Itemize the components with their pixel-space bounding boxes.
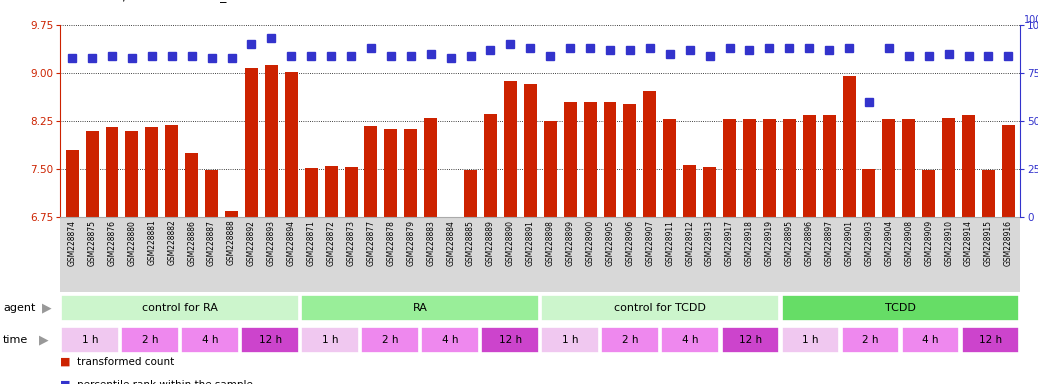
Text: GDS2965 / Dr.24937.1.S1_at: GDS2965 / Dr.24937.1.S1_at (60, 0, 239, 2)
Bar (782, 295, 1019, 321)
Text: 4 h: 4 h (922, 335, 938, 345)
Text: ▶: ▶ (39, 334, 49, 346)
Bar (482, 327, 539, 353)
Text: 1 h: 1 h (802, 335, 819, 345)
Bar (524, 84, 537, 217)
Text: 1 h: 1 h (82, 335, 99, 345)
Text: control for TCDD: control for TCDD (614, 303, 706, 313)
Bar (603, 102, 617, 217)
Bar (345, 167, 357, 217)
Bar (425, 118, 437, 217)
Text: 12 h: 12 h (258, 335, 281, 345)
Text: 12 h: 12 h (979, 335, 1002, 345)
Text: agent: agent (3, 303, 35, 313)
Bar (863, 169, 875, 217)
Bar (464, 170, 477, 217)
Bar (583, 102, 597, 217)
Text: percentile rank within the sample: percentile rank within the sample (77, 380, 252, 384)
Bar (624, 104, 636, 217)
Bar (265, 65, 278, 217)
Text: 2 h: 2 h (142, 335, 159, 345)
Bar (185, 153, 198, 217)
Bar (61, 295, 299, 321)
Bar (182, 327, 239, 353)
Text: transformed count: transformed count (77, 357, 174, 367)
Text: 4 h: 4 h (202, 335, 218, 345)
Bar (961, 327, 1019, 353)
Bar (284, 72, 298, 217)
Bar (843, 76, 855, 217)
Bar (743, 119, 756, 217)
Text: ■: ■ (60, 379, 71, 384)
Bar (783, 119, 796, 217)
Bar (982, 170, 995, 217)
Bar (544, 121, 556, 217)
Bar (542, 327, 599, 353)
Bar (661, 327, 719, 353)
Bar (601, 327, 659, 353)
Bar (882, 119, 896, 217)
Bar (145, 127, 159, 217)
Bar (301, 295, 539, 321)
Bar (325, 166, 337, 217)
Text: ■: ■ (60, 356, 71, 366)
Bar (542, 295, 780, 321)
Bar (121, 327, 179, 353)
Bar (763, 119, 775, 217)
Bar (703, 167, 716, 217)
Bar (922, 170, 935, 217)
Bar (421, 327, 480, 353)
Bar (301, 327, 359, 353)
Bar (106, 127, 118, 217)
Text: 1 h: 1 h (322, 335, 338, 345)
Text: 2 h: 2 h (382, 335, 399, 345)
Bar (364, 126, 378, 217)
Text: control for RA: control for RA (142, 303, 218, 313)
Bar (65, 150, 79, 217)
Bar (245, 68, 257, 217)
Bar (165, 126, 179, 217)
Bar (663, 119, 676, 217)
Bar (85, 131, 99, 217)
Bar (225, 210, 238, 217)
Bar (962, 114, 975, 217)
Text: 4 h: 4 h (682, 335, 699, 345)
Text: 2 h: 2 h (622, 335, 638, 345)
Text: 100%: 100% (1023, 15, 1038, 25)
Text: 4 h: 4 h (442, 335, 459, 345)
Bar (305, 168, 318, 217)
Bar (782, 327, 839, 353)
Bar (126, 131, 138, 217)
Bar (902, 327, 959, 353)
Bar (943, 118, 955, 217)
Bar (644, 91, 656, 217)
Bar (444, 217, 457, 223)
Bar (721, 327, 780, 353)
Text: RA: RA (413, 303, 428, 313)
Text: 2 h: 2 h (863, 335, 878, 345)
Bar (206, 170, 218, 217)
Bar (902, 119, 916, 217)
Text: 12 h: 12 h (498, 335, 522, 345)
Text: 1 h: 1 h (562, 335, 578, 345)
Bar (384, 129, 398, 217)
Bar (564, 102, 577, 217)
Text: TCDD: TCDD (885, 303, 916, 313)
Bar (802, 114, 816, 217)
Bar (61, 327, 119, 353)
Bar (242, 327, 299, 353)
Bar (842, 327, 899, 353)
Text: 12 h: 12 h (739, 335, 762, 345)
Bar (723, 119, 736, 217)
Text: time: time (3, 335, 28, 345)
Bar (484, 114, 497, 217)
Bar (1002, 126, 1015, 217)
Bar (405, 129, 417, 217)
Bar (823, 114, 836, 217)
Bar (683, 165, 696, 217)
Text: ▶: ▶ (42, 302, 51, 314)
Bar (503, 81, 517, 217)
Bar (361, 327, 419, 353)
